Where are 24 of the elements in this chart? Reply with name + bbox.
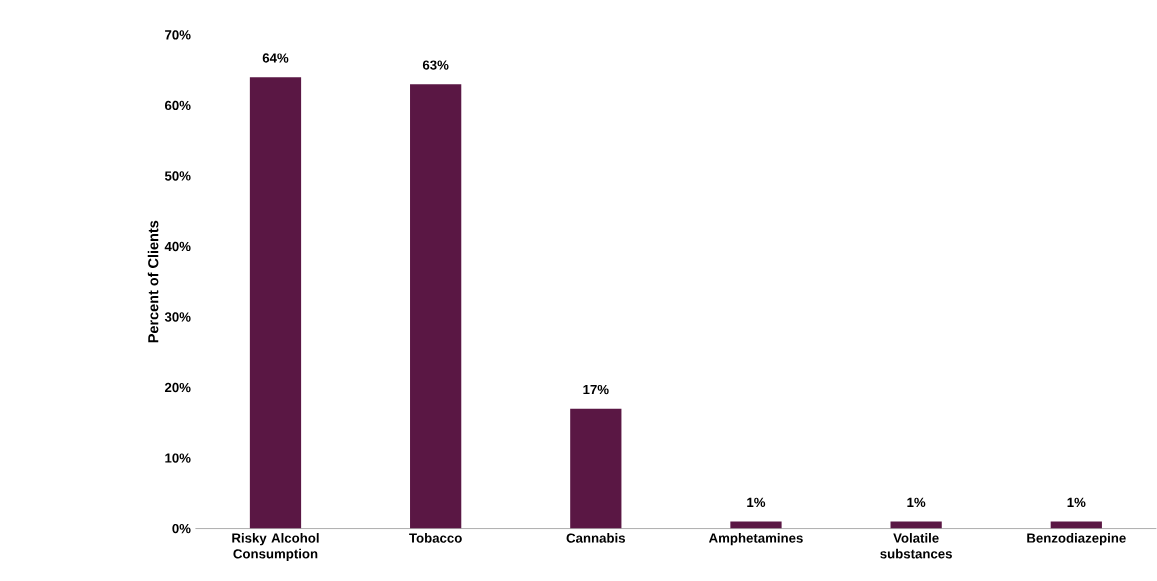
data-label: 1%	[907, 497, 926, 507]
bar	[410, 84, 462, 529]
y-tick-label: 10%	[165, 453, 191, 463]
x-tick-label: Amphetamines	[708, 532, 803, 546]
y-axis-title: Percent of Clients	[147, 220, 159, 343]
y-tick-label: 50%	[164, 171, 191, 181]
data-label: 1%	[1067, 497, 1086, 507]
data-label: 1%	[747, 497, 766, 507]
y-tick-label: 70%	[165, 29, 191, 40]
y-tick-label: 40%	[164, 241, 191, 251]
x-tick-label: Volatile substances	[880, 532, 952, 559]
x-tick-label: Benzodiazepine	[1027, 532, 1126, 546]
data-label: 64%	[262, 53, 289, 63]
x-tick-label: Risky Alcohol Consumption	[232, 532, 319, 561]
data-label: 17%	[583, 384, 609, 394]
x-tick-label: Cannabis	[566, 532, 626, 543]
bar	[570, 408, 622, 529]
data-label: 63%	[422, 60, 449, 70]
x-tick-label: Tobacco	[409, 532, 462, 543]
y-tick-label: 20%	[164, 382, 191, 392]
y-tick-label: 0%	[172, 523, 191, 534]
y-tick-label: 60%	[164, 100, 191, 110]
y-tick-label: 30%	[164, 312, 191, 322]
bar	[249, 76, 302, 529]
